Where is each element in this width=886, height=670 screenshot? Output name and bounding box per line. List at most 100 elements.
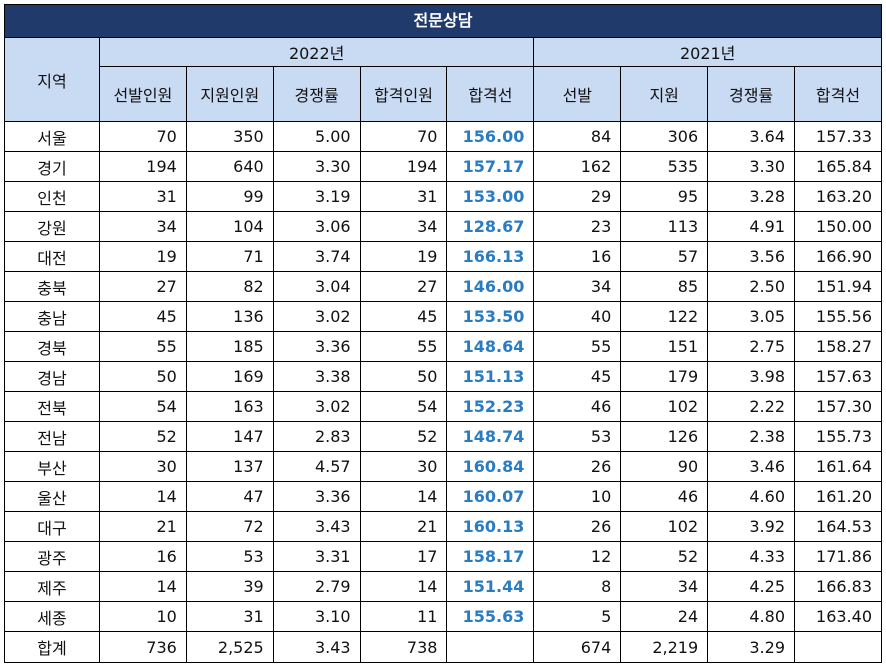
value-cell bbox=[794, 631, 882, 663]
value-cell: 3.10 bbox=[272, 601, 361, 632]
value-cell: 45 bbox=[359, 301, 448, 332]
value-cell: 53 bbox=[533, 421, 622, 452]
value-cell: 3.30 bbox=[272, 151, 361, 182]
cutoff-2022-cell: 166.13 bbox=[446, 241, 535, 272]
value-cell: 45 bbox=[98, 301, 187, 332]
value-cell: 26 bbox=[533, 451, 622, 482]
region-cell: 부산 bbox=[4, 451, 100, 482]
table-row: 세종 10 31 3.10 11 155.63 5 24 4.80 163.40 bbox=[4, 601, 882, 632]
value-cell: 3.46 bbox=[707, 451, 795, 482]
value-cell: 736 bbox=[98, 631, 187, 663]
value-cell: 306 bbox=[620, 121, 709, 152]
value-cell: 31 bbox=[359, 181, 448, 212]
value-cell: 3.98 bbox=[707, 361, 795, 392]
value-cell: 17 bbox=[359, 541, 448, 572]
value-cell: 31 bbox=[185, 601, 274, 632]
value-cell: 54 bbox=[359, 391, 448, 422]
value-cell: 194 bbox=[359, 151, 448, 182]
value-cell: 47 bbox=[185, 481, 274, 512]
value-cell: 19 bbox=[98, 241, 187, 272]
cutoff-2022-cell: 153.00 bbox=[446, 181, 535, 212]
value-cell: 3.64 bbox=[707, 121, 795, 152]
value-cell: 166.83 bbox=[794, 571, 882, 602]
value-cell: 194 bbox=[98, 151, 187, 182]
header-2022-selected: 선발인원 bbox=[98, 66, 187, 122]
value-cell: 147 bbox=[185, 421, 274, 452]
value-cell: 3.31 bbox=[272, 541, 361, 572]
results-table: 지역 2022년 2021년 선발인원 지원인원 경쟁률 합격인원 합격선 선발… bbox=[4, 37, 882, 663]
cutoff-2022-cell: 155.63 bbox=[446, 601, 535, 632]
value-cell: 2.75 bbox=[707, 331, 795, 362]
table-row: 울산 14 47 3.36 14 160.07 10 46 4.60 161.20 bbox=[4, 481, 882, 512]
region-cell: 합계 bbox=[4, 631, 100, 663]
value-cell: 55 bbox=[533, 331, 622, 362]
header-2022-applicants: 지원인원 bbox=[185, 66, 274, 122]
value-cell: 2,525 bbox=[185, 631, 274, 663]
value-cell: 4.33 bbox=[707, 541, 795, 572]
value-cell: 50 bbox=[98, 361, 187, 392]
value-cell: 70 bbox=[98, 121, 187, 152]
value-cell: 3.43 bbox=[272, 511, 361, 542]
region-cell: 대전 bbox=[4, 241, 100, 272]
cutoff-2022-cell: 156.00 bbox=[446, 121, 535, 152]
cutoff-2022-cell: 153.50 bbox=[446, 301, 535, 332]
table-body: 서울 70 350 5.00 70 156.00 84 306 3.64 157.33 경기 194 6… bbox=[4, 121, 882, 663]
table-row: 충북 27 82 3.04 27 146.00 34 85 2.50 151.94 bbox=[4, 271, 882, 302]
table-row: 인천 31 99 3.19 31 153.00 29 95 3.28 163.20 bbox=[4, 181, 882, 212]
value-cell: 29 bbox=[533, 181, 622, 212]
cutoff-2022-cell: 148.74 bbox=[446, 421, 535, 452]
table-row: 경기 194 640 3.30 194 157.17 162 535 3.30 165.84 bbox=[4, 151, 882, 182]
region-cell: 제주 bbox=[4, 571, 100, 602]
value-cell: 113 bbox=[620, 211, 709, 242]
cutoff-2022-cell: 160.07 bbox=[446, 481, 535, 512]
value-cell: 31 bbox=[98, 181, 187, 212]
value-cell: 26 bbox=[533, 511, 622, 542]
header-2022-ratio: 경쟁률 bbox=[272, 66, 361, 122]
value-cell: 3.74 bbox=[272, 241, 361, 272]
value-cell: 535 bbox=[620, 151, 709, 182]
value-cell: 126 bbox=[620, 421, 709, 452]
value-cell: 163 bbox=[185, 391, 274, 422]
region-cell: 경북 bbox=[4, 331, 100, 362]
header-2021-ratio: 경쟁률 bbox=[707, 66, 795, 122]
value-cell: 53 bbox=[185, 541, 274, 572]
value-cell: 3.38 bbox=[272, 361, 361, 392]
value-cell: 27 bbox=[98, 271, 187, 302]
value-cell: 5.00 bbox=[272, 121, 361, 152]
value-cell: 3.56 bbox=[707, 241, 795, 272]
value-cell: 27 bbox=[359, 271, 448, 302]
value-cell: 171.86 bbox=[794, 541, 882, 572]
value-cell: 85 bbox=[620, 271, 709, 302]
region-cell: 광주 bbox=[4, 541, 100, 572]
value-cell: 3.30 bbox=[707, 151, 795, 182]
value-cell: 151 bbox=[620, 331, 709, 362]
value-cell: 157.63 bbox=[794, 361, 882, 392]
header-2021-selected: 선발 bbox=[533, 66, 622, 122]
value-cell: 136 bbox=[185, 301, 274, 332]
value-cell: 23 bbox=[533, 211, 622, 242]
header-2022-cutoff: 합격선 bbox=[446, 66, 535, 122]
value-cell: 21 bbox=[98, 511, 187, 542]
value-cell: 3.36 bbox=[272, 331, 361, 362]
region-cell: 충남 bbox=[4, 301, 100, 332]
value-cell: 82 bbox=[185, 271, 274, 302]
value-cell: 4.60 bbox=[707, 481, 795, 512]
value-cell: 52 bbox=[359, 421, 448, 452]
value-cell: 57 bbox=[620, 241, 709, 272]
value-cell: 164.53 bbox=[794, 511, 882, 542]
value-cell: 46 bbox=[533, 391, 622, 422]
value-cell: 90 bbox=[620, 451, 709, 482]
value-cell: 55 bbox=[359, 331, 448, 362]
table-row: 광주 16 53 3.31 17 158.17 12 52 4.33 171.86 bbox=[4, 541, 882, 572]
value-cell: 3.29 bbox=[707, 631, 795, 663]
value-cell: 2.83 bbox=[272, 421, 361, 452]
region-cell: 서울 bbox=[4, 121, 100, 152]
table-row: 강원 34 104 3.06 34 128.67 23 113 4.91 150.00 bbox=[4, 211, 882, 242]
value-cell: 4.80 bbox=[707, 601, 795, 632]
header-year-2022: 2022년 bbox=[98, 37, 535, 67]
value-cell: 2.22 bbox=[707, 391, 795, 422]
value-cell: 10 bbox=[98, 601, 187, 632]
value-cell: 158.27 bbox=[794, 331, 882, 362]
value-cell: 185 bbox=[185, 331, 274, 362]
value-cell: 3.06 bbox=[272, 211, 361, 242]
